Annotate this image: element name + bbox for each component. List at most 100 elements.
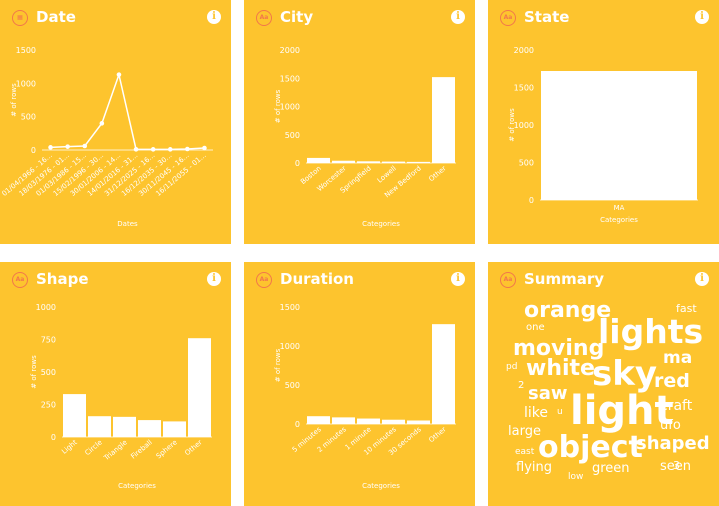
y-tick-label: 1000 [514, 121, 534, 130]
word-cloud-word: ufo [660, 418, 681, 433]
data-point [48, 145, 53, 150]
series-line [50, 71, 205, 151]
data-point [65, 144, 70, 149]
duration-card: Aa Duration i 0 500 1000 1500 # of rows 5 min… [244, 262, 475, 506]
shape-bar-chart: 0 250 500 750 1000 # of rows Light CircleTriang… [30, 303, 212, 490]
summary-card: Aa Summary i orange fast one moving lights ma… [488, 262, 719, 506]
bar [382, 419, 405, 424]
info-icon[interactable]: i [207, 10, 221, 24]
text-type-icon: Aa [256, 10, 272, 26]
bar [382, 161, 405, 163]
text-type-icon: Aa [500, 10, 516, 26]
bar [307, 157, 330, 163]
info-icon[interactable]: i [207, 272, 221, 286]
x-axis-label: Dates [117, 220, 138, 228]
y-tick-label: 0 [31, 146, 36, 155]
y-tick-label: 1500 [16, 46, 36, 55]
word-cloud-word: light [570, 388, 674, 434]
data-point [99, 121, 105, 126]
bar [357, 161, 380, 163]
shape-card: Aa Shape i 0 250 500 750 1000 # of rows Light C… [0, 262, 231, 506]
y-tick-label: 500 [519, 159, 534, 168]
word-cloud-word: shaped [636, 433, 710, 454]
y-tick-label: 1000 [280, 103, 300, 112]
y-axis-label: # of rows [274, 89, 282, 123]
x-axis-label: Categories [600, 216, 638, 224]
bar [163, 421, 186, 437]
word-cloud-word: u [557, 407, 563, 417]
word-cloud-word: saw [528, 383, 568, 404]
word-cloud-word: like [524, 405, 549, 421]
data-point [150, 147, 156, 152]
y-tick-label: 0 [51, 433, 56, 442]
bar [357, 418, 380, 424]
y-tick-label: 1500 [280, 303, 300, 312]
city-card: Aa City i 0 500 1000 1500 2000 # of rows Bosto… [244, 0, 475, 244]
y-tick-label: 250 [41, 401, 56, 410]
x-tick-label: Sphere [155, 438, 179, 460]
word-cloud-word: white [526, 356, 595, 381]
word-cloud-word: seen [660, 459, 692, 474]
y-tick-label: 0 [295, 420, 300, 429]
date-card: ▦ Date i 0 500 1000 1500 # of rows 01/04/1966… [0, 0, 231, 244]
bar [63, 394, 86, 437]
word-cloud-word: pd [506, 362, 518, 372]
y-tick-label: 1000 [36, 303, 56, 312]
y-tick-label: 2000 [514, 46, 534, 55]
word-cloud-word: red [654, 370, 690, 392]
x-tick-label: Other [427, 164, 447, 183]
bar [113, 416, 136, 437]
y-tick-label: 1000 [16, 79, 36, 88]
data-point [133, 147, 139, 152]
y-tick-label: 500 [285, 381, 300, 390]
data-point [116, 72, 122, 77]
word-cloud-word: orange [524, 298, 612, 323]
text-type-icon: Aa [12, 272, 28, 288]
info-icon[interactable]: i [695, 272, 709, 286]
word-cloud-word: large [508, 424, 541, 439]
y-tick-label: 500 [41, 368, 56, 377]
data-point [202, 145, 207, 151]
bar [188, 338, 211, 437]
x-tick-label: Triangle [102, 438, 129, 462]
summary-word-cloud: orange fast one moving lights ma pd white sky red… [488, 262, 719, 506]
x-axis-label: Categories [118, 482, 156, 490]
y-tick-label: 500 [285, 131, 300, 140]
x-tick-label: Light [60, 438, 79, 456]
y-tick-label: 500 [21, 113, 36, 122]
y-tick-label: 0 [529, 196, 534, 205]
bar [332, 160, 355, 163]
y-tick-label: 0 [295, 159, 300, 168]
bar [407, 420, 430, 424]
bar [541, 71, 697, 200]
word-cloud-word: one [526, 322, 545, 333]
x-axis-label: Categories [362, 220, 400, 228]
word-cloud-word: low [568, 472, 584, 482]
x-axis-label: Categories [362, 482, 400, 490]
y-axis-label: # of rows [274, 348, 282, 382]
word-cloud-word: object [538, 430, 643, 465]
card-title: City [280, 8, 314, 26]
bar [407, 161, 430, 163]
y-tick-label: 1000 [280, 342, 300, 351]
bar [138, 420, 161, 437]
state-card: Aa State i 0 500 1000 1500 2000 # of rows MA Ca… [488, 0, 719, 244]
word-cloud-word: moving [513, 336, 605, 361]
y-tick-label: 1500 [514, 84, 534, 93]
word-cloud-word: lights [598, 312, 704, 351]
x-tick-label: Other [183, 438, 203, 457]
word-cloud-word: green [592, 461, 630, 476]
y-axis-label: # of rows [508, 108, 516, 142]
word-cloud-word: flying [516, 460, 552, 475]
x-tick-label: MA [614, 204, 625, 212]
x-tick-label: Other [427, 425, 447, 444]
y-tick-label: 1500 [280, 74, 300, 83]
word-cloud-word: ma [663, 348, 693, 368]
word-cloud-word: fast [676, 302, 697, 315]
card-title: Shape [36, 270, 89, 288]
info-icon[interactable]: i [695, 10, 709, 24]
info-icon[interactable]: i [451, 272, 465, 286]
info-icon[interactable]: i [451, 10, 465, 24]
